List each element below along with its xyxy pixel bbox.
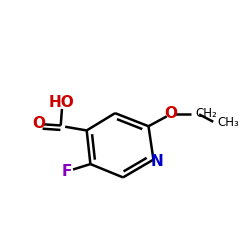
Text: O: O — [32, 116, 46, 131]
Text: CH₂: CH₂ — [195, 108, 217, 120]
Text: O: O — [164, 106, 177, 121]
Text: HO: HO — [49, 94, 75, 110]
Text: F: F — [62, 164, 72, 179]
Text: CH₃: CH₃ — [217, 116, 239, 129]
Text: N: N — [151, 154, 164, 169]
